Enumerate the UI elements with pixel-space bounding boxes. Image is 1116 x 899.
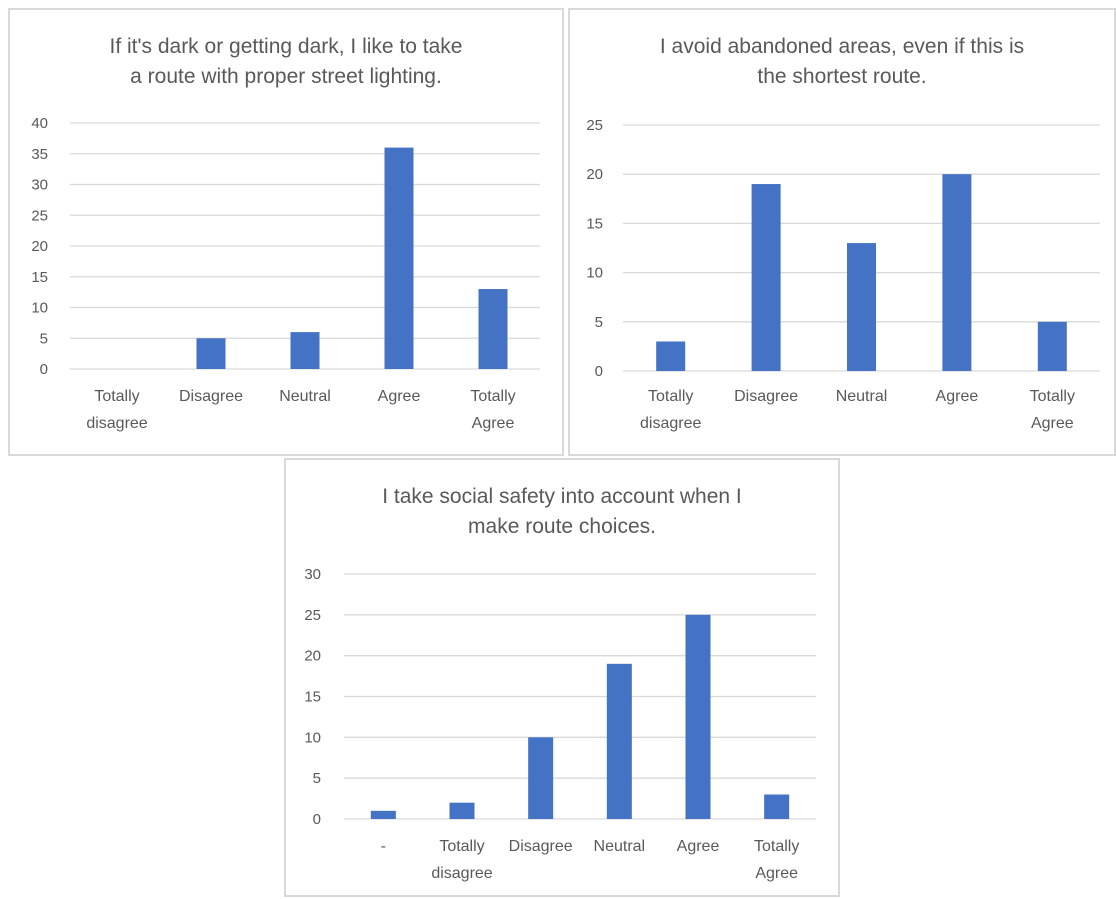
bar-chart-street-lighting: 0 5 10 15 20 25 30 35 40 Totally disagree Disagree N… (31, 115, 540, 432)
x-category-label: Disagree (509, 838, 573, 855)
x-category-label: Neutral (279, 388, 331, 405)
chart-panel-social-safety: I take social safety into account when I… (284, 458, 840, 897)
y-tick-label: 25 (586, 117, 603, 134)
chart-title-line-2: make route choices. (468, 515, 656, 538)
bar (685, 614, 711, 819)
bar (751, 184, 781, 371)
bar (656, 341, 686, 371)
x-category-label: Totally (439, 838, 484, 855)
bar (370, 810, 396, 819)
x-category-label: Totally (470, 388, 515, 405)
x-category-label: Totally (1030, 388, 1075, 405)
bar (290, 332, 320, 369)
chart-title-line-1: If it's dark or getting dark, I like to … (109, 35, 463, 58)
x-category-label: Totally (94, 388, 139, 405)
x-category-label: Neutral (836, 388, 888, 405)
x-category-label: disagree (431, 865, 492, 882)
x-category-label: Neutral (594, 838, 646, 855)
y-tick-label: 10 (586, 265, 603, 282)
y-tick-label: 30 (31, 177, 48, 194)
x-category-label: Totally (648, 388, 693, 405)
y-tick-label: 0 (40, 361, 48, 378)
x-category-label: Agree (755, 865, 798, 882)
y-tick-label: 20 (304, 648, 321, 665)
y-tick-label: 10 (304, 729, 321, 746)
bar (196, 338, 226, 369)
chart-title-line-1: I avoid abandoned areas, even if this is (659, 35, 1025, 58)
y-tick-label: 0 (595, 363, 603, 380)
bar (528, 737, 554, 819)
bar-chart-abandoned-areas: 0 5 10 15 20 25 Totally disagree Disagree Neutral… (586, 117, 1100, 432)
y-tick-label: 20 (586, 166, 603, 183)
x-category-label: Disagree (734, 388, 798, 405)
y-tick-label: 40 (31, 115, 48, 132)
bar (384, 147, 414, 369)
y-tick-label: 0 (313, 811, 321, 828)
x-category-label: Agree (1031, 415, 1074, 432)
chart-panel-street-lighting: If it's dark or getting dark, I like to … (8, 8, 564, 456)
x-category-label: Agree (677, 838, 720, 855)
x-category-label: Agree (936, 388, 979, 405)
bar (606, 663, 632, 819)
y-tick-label: 35 (31, 146, 48, 163)
chart-title: If it's dark or getting dark, I like to … (10, 32, 562, 92)
chart-panel-abandoned-areas: I avoid abandoned areas, even if this is… (568, 8, 1116, 456)
x-category-label: disagree (86, 415, 147, 432)
chart-title-line-2: a route with proper street lighting. (130, 65, 442, 88)
bar-chart-social-safety: 0 5 10 15 20 25 30 - Totally disagree Disagree Neut… (304, 566, 816, 882)
y-tick-label: 10 (31, 300, 48, 317)
chart-title-line-2: the shortest route. (757, 65, 927, 88)
bar (847, 243, 876, 371)
y-tick-label: 5 (40, 330, 48, 347)
y-tick-label: 25 (31, 207, 48, 224)
bar (449, 802, 475, 819)
x-category-label: Totally (754, 838, 799, 855)
chart-title-line-1: I take social safety into account when I (382, 485, 742, 508)
bar (478, 289, 508, 369)
x-category-label: Disagree (179, 388, 243, 405)
bar (764, 794, 790, 819)
bar (1037, 321, 1067, 371)
x-category-label: - (381, 838, 386, 855)
x-category-label: Agree (378, 388, 421, 405)
chart-title: I avoid abandoned areas, even if this is… (570, 32, 1114, 92)
y-tick-label: 5 (595, 314, 603, 331)
y-tick-label: 15 (31, 269, 48, 286)
x-category-label: Agree (472, 415, 515, 432)
x-category-label: disagree (640, 415, 701, 432)
y-tick-label: 25 (304, 607, 321, 624)
y-tick-label: 15 (586, 215, 603, 232)
y-tick-label: 20 (31, 238, 48, 255)
y-tick-label: 5 (313, 770, 321, 787)
y-tick-label: 15 (304, 689, 321, 706)
bar (942, 174, 972, 371)
y-tick-label: 30 (304, 566, 321, 583)
chart-title: I take social safety into account when I… (286, 482, 838, 542)
